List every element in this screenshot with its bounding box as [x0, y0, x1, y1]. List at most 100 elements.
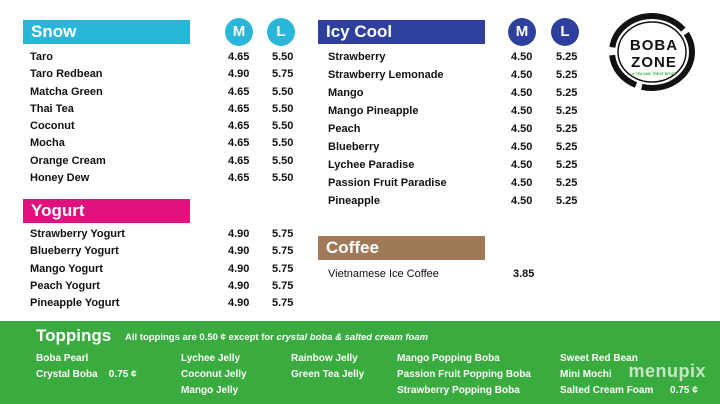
item-price-l: 5.25: [556, 123, 578, 135]
item-price-l: 5.25: [556, 195, 578, 207]
item-name: Mango Yogurt: [30, 262, 103, 275]
snow-list: Taro 4.65 5.50 Taro Redbean 4.90 5.75 Matcha…: [30, 49, 310, 187]
item-name: Mocha: [30, 137, 65, 150]
item-name: Mango: [328, 87, 364, 99]
item-price-m: 4.50: [511, 195, 533, 207]
item-price-m: 4.90: [228, 228, 250, 240]
item-price-l: 5.75: [272, 262, 294, 275]
topping-item: Rainbow Jelly: [291, 353, 358, 364]
logo-tagline: a TEA AND TREAT BITUE: [632, 72, 676, 76]
menu-row: Blueberry Yogurt 4.90 5.75: [30, 243, 310, 260]
item-price-m: 4.65: [228, 137, 250, 150]
item-price-l: 5.25: [556, 87, 578, 99]
topping-item: Green Tea Jelly: [291, 369, 365, 380]
toppings-note-prefix: All toppings are 0.50 ¢ except for: [125, 332, 277, 343]
item-price-m: 4.90: [228, 297, 250, 310]
item-price-l: 5.50: [272, 120, 294, 133]
item-price-m: 4.65: [228, 154, 250, 167]
toppings-title: Toppings: [36, 326, 112, 345]
toppings-panel: Toppings All toppings are 0.50 ¢ except …: [0, 321, 720, 404]
menu-row: Thai Tea 4.65 5.50: [30, 101, 310, 118]
item-price-m: 4.65: [228, 51, 250, 63]
item-name: Taro: [30, 51, 54, 63]
menu-row: Orange Cream 4.65 5.50: [30, 153, 310, 170]
menu-row: Coconut 4.65 5.50: [30, 118, 310, 135]
menu-row: Peach Yogurt 4.90 5.75: [30, 278, 310, 295]
menu-row: Blueberry 4.50 5.25: [328, 139, 588, 157]
menu-row: Lychee Paradise 4.50 5.25: [328, 157, 588, 175]
topping-item: Salted Cream Foam 0.75 ¢: [560, 385, 698, 396]
topping-item: Passion Fruit Popping Boba: [397, 369, 531, 380]
logo-line2: ZONE: [631, 54, 677, 71]
item-price-m: 4.65: [228, 120, 250, 133]
topping-item: Crystal Boba 0.75 ¢: [36, 369, 137, 380]
snow-title: Snow: [31, 22, 77, 41]
toppings-note-italic: crystal boba & salted cream foam: [276, 332, 429, 343]
coffee-list: Vietnamese Ice Coffee 3.85: [328, 266, 548, 283]
item-price-m: 4.50: [511, 51, 533, 63]
toppings-col-3: Rainbow Jelly Green Tea Jelly: [291, 351, 364, 383]
menu-row: Mocha 4.65 5.50: [30, 135, 310, 152]
menu-row: Pineapple 4.50 5.25: [328, 193, 588, 211]
item-price-l: 5.50: [272, 85, 294, 98]
item-price-l: 5.50: [272, 172, 294, 185]
menu-row: Strawberry 4.50 5.25: [328, 49, 588, 67]
menu-row: Taro 4.65 5.50: [30, 49, 310, 66]
item-name: Pineapple Yogurt: [30, 297, 120, 310]
item-name: Strawberry Yogurt: [30, 228, 125, 240]
icy-large-badge: L: [551, 18, 579, 46]
yogurt-header: Yogurt: [23, 199, 190, 223]
item-price-l: 5.25: [556, 69, 578, 81]
menu-row: Peach 4.50 5.25: [328, 121, 588, 139]
item-name: Orange Cream: [30, 154, 106, 167]
item-name: Passion Fruit Paradise: [328, 177, 447, 189]
icy-title: Icy Cool: [326, 22, 393, 41]
item-name: Lychee Paradise: [328, 159, 415, 171]
topping-item: Boba Pearl: [36, 353, 89, 364]
item-name: Strawberry Lemonade: [328, 69, 444, 81]
yogurt-list: Strawberry Yogurt 4.90 5.75 Blueberry Yogu…: [30, 226, 310, 312]
toppings-col-1: Boba Pearl Crystal Boba 0.75 ¢: [36, 351, 137, 383]
item-price-m: 4.50: [511, 159, 533, 171]
snow-header: Snow: [23, 20, 190, 44]
icy-header: Icy Cool: [318, 20, 485, 44]
menu-row: Strawberry Yogurt 4.90 5.75: [30, 226, 310, 243]
menu-row: Honey Dew 4.65 5.50: [30, 170, 310, 187]
item-price-m: 4.50: [511, 69, 533, 81]
item-price-m: 4.50: [511, 141, 533, 153]
topping-item: Mango Popping Boba: [397, 353, 500, 364]
item-price-l: 5.25: [556, 177, 578, 189]
item-price-l: 5.75: [272, 297, 294, 310]
item-name: Coconut: [30, 120, 75, 133]
topping-item: Mini Mochi: [560, 369, 612, 380]
menu-row: Mango 4.50 5.25: [328, 85, 588, 103]
topping-item: Sweet Red Bean: [560, 353, 638, 364]
item-price-l: 5.25: [556, 141, 578, 153]
item-price-l: 5.50: [272, 102, 294, 115]
item-price-l: 5.25: [556, 51, 578, 63]
menu-row: Mango Yogurt 4.90 5.75: [30, 261, 310, 278]
item-price-l: 5.50: [272, 51, 294, 63]
icy-medium-badge: M: [508, 18, 536, 46]
item-price-l: 5.50: [272, 154, 294, 167]
watermark: menupix: [628, 361, 706, 381]
menu-row: Matcha Green 4.65 5.50: [30, 84, 310, 101]
icy-list: Strawberry 4.50 5.25 Strawberry Lemonade 4.…: [328, 49, 588, 211]
item-price-l: 5.75: [272, 228, 294, 240]
item-price-m: 4.90: [228, 262, 250, 275]
boba-zone-logo: BOBA ZONE a TEA AND TREAT BITUE: [609, 13, 695, 91]
item-price-m: 4.50: [511, 177, 533, 189]
snow-medium-badge: M: [225, 18, 253, 46]
menu-row: Passion Fruit Paradise 4.50 5.25: [328, 175, 588, 193]
toppings-col-5: Sweet Red Bean Mini Mochi Salted Cream F…: [560, 351, 698, 399]
item-name: Peach Yogurt: [30, 279, 100, 292]
item-price-l: 5.75: [272, 68, 294, 81]
topping-item: Lychee Jelly: [181, 353, 241, 364]
snow-large-badge: L: [267, 18, 295, 46]
item-name: Blueberry: [328, 141, 380, 153]
item-price-l: 5.50: [272, 137, 294, 150]
item-name: Vietnamese Ice Coffee: [328, 268, 439, 280]
item-price-m: 4.90: [228, 245, 250, 258]
toppings-col-4: Mango Popping Boba Passion Fruit Popping…: [397, 351, 531, 399]
topping-item: Coconut Jelly: [181, 369, 247, 380]
